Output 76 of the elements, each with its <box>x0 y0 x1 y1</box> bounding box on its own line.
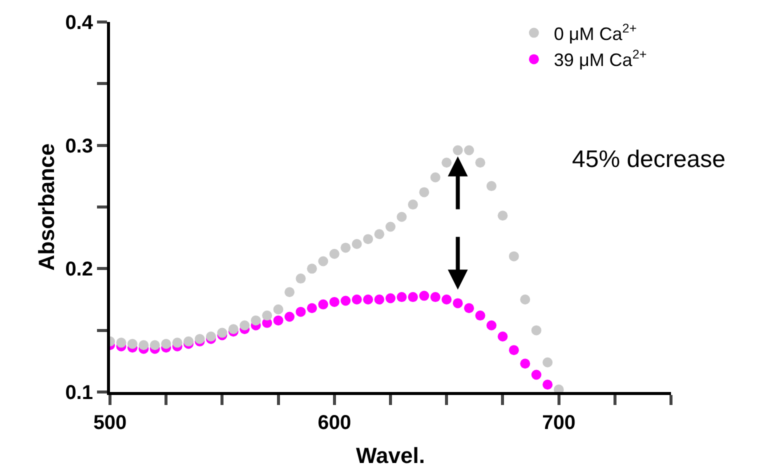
point <box>296 274 306 284</box>
point <box>475 158 486 168</box>
point <box>217 328 228 338</box>
point <box>520 358 530 369</box>
point <box>318 256 328 266</box>
point <box>498 210 508 221</box>
point <box>386 293 396 304</box>
point <box>498 332 508 342</box>
point <box>352 239 362 249</box>
annotation: 45% decrease <box>572 146 726 173</box>
legend-label: 39 μM Ca$^{2+}$ <box>554 48 647 70</box>
point <box>340 242 351 253</box>
y-tick-label: 0.3 <box>65 135 93 158</box>
point <box>542 380 553 390</box>
point <box>284 287 295 298</box>
point <box>442 158 452 168</box>
point <box>419 290 430 301</box>
x-tick-label: 500 <box>93 412 127 434</box>
point <box>408 200 418 210</box>
point <box>127 338 138 349</box>
point <box>396 292 407 302</box>
point <box>306 264 317 274</box>
x-axis-title: Wavel. <box>356 443 425 468</box>
point <box>340 296 351 306</box>
point <box>396 212 407 222</box>
point <box>138 340 149 350</box>
point <box>172 338 182 348</box>
y-tick-label: 0.1 <box>65 382 93 404</box>
point <box>419 187 430 198</box>
point <box>240 320 250 330</box>
point <box>206 332 216 342</box>
point <box>452 145 463 156</box>
point <box>161 338 172 349</box>
point <box>374 229 384 240</box>
point <box>531 325 542 336</box>
x-tick-label: 600 <box>318 412 352 434</box>
point <box>318 299 328 310</box>
point <box>116 338 126 348</box>
point <box>374 294 384 304</box>
point <box>386 222 396 232</box>
point <box>306 303 317 314</box>
point <box>284 312 295 322</box>
x-tick-label: 700 <box>542 412 576 434</box>
point <box>184 336 194 346</box>
point <box>296 306 306 317</box>
y-axis-title: Absorbance <box>34 143 59 271</box>
point <box>486 181 496 192</box>
point <box>508 345 519 356</box>
point <box>329 248 340 259</box>
point <box>150 340 160 350</box>
y-tick-label: 0.2 <box>65 258 93 281</box>
point <box>430 172 440 182</box>
point <box>262 310 272 321</box>
point <box>363 294 374 304</box>
point <box>228 324 238 334</box>
point <box>475 310 486 321</box>
point <box>452 298 463 308</box>
y-tick-label: 0.4 <box>65 12 94 34</box>
point <box>442 294 452 304</box>
point <box>430 292 440 302</box>
point <box>273 315 284 326</box>
point <box>408 292 418 302</box>
point <box>486 320 496 330</box>
point <box>508 251 519 262</box>
point <box>250 315 261 326</box>
point <box>531 370 542 380</box>
point <box>194 334 205 344</box>
point <box>363 234 374 244</box>
point <box>329 296 340 307</box>
point <box>464 303 474 314</box>
point <box>352 294 362 304</box>
point <box>273 304 284 314</box>
point <box>520 294 530 304</box>
point <box>464 145 474 156</box>
legend-label: 0 μM Ca$^{2+}$ <box>554 21 637 44</box>
point <box>542 357 553 368</box>
